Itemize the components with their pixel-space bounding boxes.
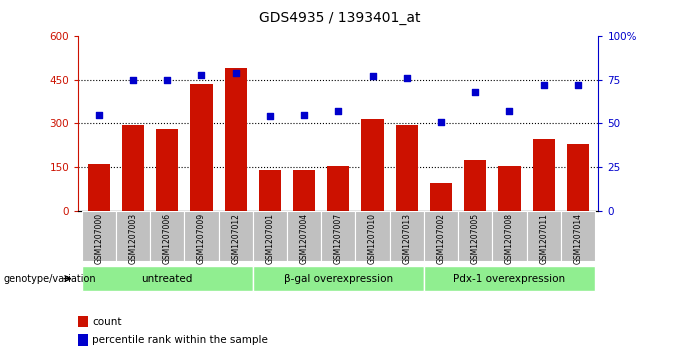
Point: [538, 82, 549, 88]
Bar: [253, 211, 287, 261]
Point: [265, 114, 275, 119]
Bar: [253, 266, 424, 291]
Bar: [78, 334, 88, 346]
Bar: [327, 166, 350, 211]
Bar: [464, 160, 486, 211]
Text: GSM1207010: GSM1207010: [368, 213, 377, 264]
Bar: [390, 211, 424, 261]
Bar: [566, 144, 589, 211]
Text: GSM1207001: GSM1207001: [265, 213, 274, 264]
Text: GSM1207009: GSM1207009: [197, 213, 206, 264]
Text: count: count: [92, 317, 122, 327]
Text: GSM1207014: GSM1207014: [573, 213, 582, 264]
Bar: [88, 164, 110, 211]
Point: [573, 82, 583, 88]
Bar: [258, 170, 281, 211]
Bar: [218, 211, 253, 261]
Text: Pdx-1 overexpression: Pdx-1 overexpression: [454, 274, 566, 284]
Bar: [526, 211, 561, 261]
Bar: [424, 266, 595, 291]
Text: GSM1207011: GSM1207011: [539, 213, 548, 264]
Text: GSM1207002: GSM1207002: [437, 213, 445, 264]
Bar: [321, 211, 356, 261]
Text: GSM1207000: GSM1207000: [95, 213, 103, 264]
Bar: [190, 84, 213, 211]
Text: β-gal overexpression: β-gal overexpression: [284, 274, 393, 284]
Point: [470, 89, 481, 95]
Text: GSM1207006: GSM1207006: [163, 213, 171, 264]
Text: GSM1207003: GSM1207003: [129, 213, 137, 264]
Bar: [82, 211, 116, 261]
Bar: [396, 125, 418, 211]
Point: [299, 112, 309, 118]
Text: GSM1207007: GSM1207007: [334, 213, 343, 264]
Bar: [82, 266, 253, 291]
Point: [367, 73, 378, 79]
Text: GSM1207008: GSM1207008: [505, 213, 514, 264]
Point: [401, 75, 412, 81]
Point: [196, 72, 207, 78]
Bar: [224, 68, 247, 211]
Point: [504, 108, 515, 114]
Point: [231, 70, 241, 76]
Text: untreated: untreated: [141, 274, 193, 284]
Bar: [424, 211, 458, 261]
Text: GDS4935 / 1393401_at: GDS4935 / 1393401_at: [259, 11, 421, 25]
Bar: [561, 211, 595, 261]
Bar: [184, 211, 218, 261]
Bar: [430, 183, 452, 211]
Bar: [293, 170, 316, 211]
Bar: [532, 139, 555, 211]
Text: GSM1207012: GSM1207012: [231, 213, 240, 264]
Text: GSM1207013: GSM1207013: [403, 213, 411, 264]
Bar: [492, 211, 526, 261]
Point: [93, 112, 104, 118]
Bar: [361, 119, 384, 211]
Bar: [150, 211, 184, 261]
Point: [435, 119, 446, 125]
Bar: [356, 211, 390, 261]
Bar: [458, 211, 492, 261]
Text: GSM1207004: GSM1207004: [300, 213, 309, 264]
Bar: [78, 316, 88, 327]
Bar: [498, 166, 521, 211]
Point: [333, 108, 343, 114]
Bar: [116, 211, 150, 261]
Point: [162, 77, 173, 83]
Bar: [287, 211, 321, 261]
Point: [128, 77, 139, 83]
Text: GSM1207005: GSM1207005: [471, 213, 479, 264]
Text: genotype/variation: genotype/variation: [3, 274, 96, 284]
Bar: [122, 125, 144, 211]
Bar: [156, 129, 178, 211]
Text: percentile rank within the sample: percentile rank within the sample: [92, 335, 269, 345]
